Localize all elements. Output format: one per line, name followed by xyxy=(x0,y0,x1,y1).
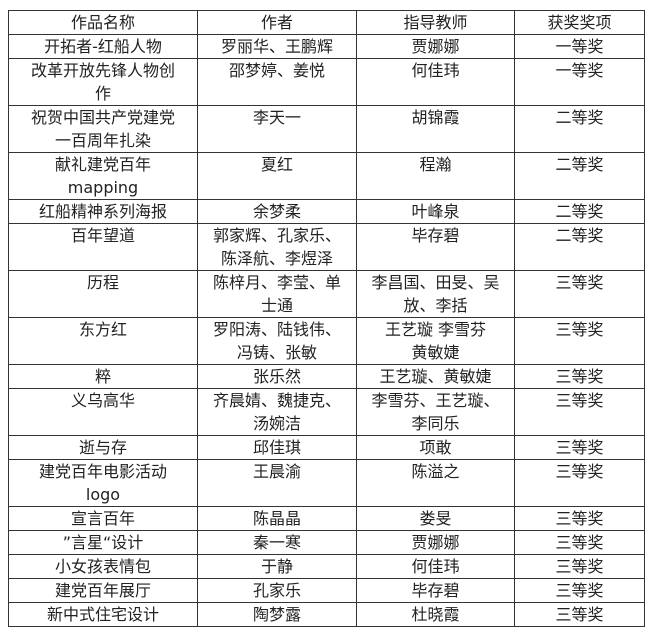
cell-award: 三等奖 xyxy=(514,364,645,389)
cell-authors: 罗阳涛、陆钱伟、 冯铸、张敏 xyxy=(197,317,357,365)
cell-title: 粹 xyxy=(8,364,198,389)
cell-award: 三等奖 xyxy=(514,554,645,579)
cell-authors: 余梦柔 xyxy=(197,199,357,224)
cell-authors: 孔家乐 xyxy=(197,578,357,603)
cell-title: 逝与存 xyxy=(8,435,198,460)
cell-award: 一等奖 xyxy=(514,58,645,106)
cell-teacher: 陈溢之 xyxy=(356,459,515,507)
header-row: 作品名称 作者 指导教师 获奖奖项 xyxy=(8,10,645,35)
cell-teacher: 叶峰泉 xyxy=(356,199,515,224)
table-row: 祝贺中国共产党建党 一百周年扎染 李天一 胡锦霞 二等奖 xyxy=(8,105,645,153)
table-row: 义乌高华 齐晨婧、魏捷克、 汤婉洁 李雪芬、王艺璇、 李同乐 三等奖 xyxy=(8,388,645,436)
table-row: 新中式住宅设计 陶梦露 杜晓霞 三等奖 xyxy=(8,602,645,627)
cell-authors: 郭家辉、孔家乐、 陈泽航、李煜泽 xyxy=(197,223,357,271)
cell-award: 三等奖 xyxy=(514,459,645,507)
table-row: 历程 陈梓月、李莹、单 士通 李昌国、田旻、吴 放、李括 三等奖 xyxy=(8,270,645,318)
cell-award: 三等奖 xyxy=(514,578,645,603)
header-award: 获奖奖项 xyxy=(514,10,645,35)
cell-title: 献礼建党百年 mapping xyxy=(8,152,198,200)
cell-authors: 李天一 xyxy=(197,105,357,153)
cell-title: 祝贺中国共产党建党 一百周年扎染 xyxy=(8,105,198,153)
cell-award: 二等奖 xyxy=(514,152,645,200)
header-authors: 作者 xyxy=(197,10,357,35)
table-row: 小女孩表情包 于静 何佳玮 三等奖 xyxy=(8,554,645,579)
cell-teacher: 胡锦霞 xyxy=(356,105,515,153)
cell-authors: 于静 xyxy=(197,554,357,579)
cell-title: 义乌高华 xyxy=(8,388,198,436)
cell-teacher: 程瀚 xyxy=(356,152,515,200)
cell-authors: 王晨渝 xyxy=(197,459,357,507)
table-row: 宣言百年 陈晶晶 娄旻 三等奖 xyxy=(8,506,645,531)
table-row: ”言星“设计 秦一寒 贾娜娜 三等奖 xyxy=(8,530,645,555)
cell-award: 一等奖 xyxy=(514,34,645,59)
cell-award: 三等奖 xyxy=(514,435,645,460)
cell-title: 建党百年展厅 xyxy=(8,578,198,603)
cell-teacher: 何佳玮 xyxy=(356,554,515,579)
cell-award: 三等奖 xyxy=(514,270,645,318)
cell-teacher: 李昌国、田旻、吴 放、李括 xyxy=(356,270,515,318)
cell-authors: 邵梦婷、姜悦 xyxy=(197,58,357,106)
cell-authors: 罗丽华、王鹏辉 xyxy=(197,34,357,59)
table-row: 开拓者-红船人物 罗丽华、王鹏辉 贾娜娜 一等奖 xyxy=(8,34,645,59)
header-teacher: 指导教师 xyxy=(356,10,515,35)
cell-authors: 齐晨婧、魏捷克、 汤婉洁 xyxy=(197,388,357,436)
cell-title: ”言星“设计 xyxy=(8,530,198,555)
cell-title: 百年望道 xyxy=(8,223,198,271)
table-row: 建党百年电影活动 logo 王晨渝 陈溢之 三等奖 xyxy=(8,459,645,507)
cell-authors: 陶梦露 xyxy=(197,602,357,627)
cell-authors: 秦一寒 xyxy=(197,530,357,555)
cell-title: 红船精神系列海报 xyxy=(8,199,198,224)
table-row: 百年望道 郭家辉、孔家乐、 陈泽航、李煜泽 毕存碧 二等奖 xyxy=(8,223,645,271)
table-row: 粹张乐然 王艺璇、黄敏婕 三等奖 xyxy=(8,364,645,389)
cell-award: 三等奖 xyxy=(514,602,645,627)
cell-authors: 邱佳琪 xyxy=(197,435,357,460)
cell-award: 三等奖 xyxy=(514,530,645,555)
awards-table: 作品名称 作者 指导教师 获奖奖项 开拓者-红船人物 罗丽华、王鹏辉 贾娜娜 一等奖改… xyxy=(8,10,645,627)
header-title: 作品名称 xyxy=(8,10,198,35)
cell-award: 二等奖 xyxy=(514,199,645,224)
cell-title: 改革开放先锋人物创 作 xyxy=(8,58,198,106)
cell-title: 新中式住宅设计 xyxy=(8,602,198,627)
cell-teacher: 项敢 xyxy=(356,435,515,460)
table-row: 改革开放先锋人物创 作邵梦婷、姜悦 何佳玮 一等奖 xyxy=(8,58,645,106)
cell-teacher: 毕存碧 xyxy=(356,578,515,603)
table-row: 红船精神系列海报 余梦柔 叶峰泉 二等奖 xyxy=(8,199,645,224)
cell-authors: 张乐然 xyxy=(197,364,357,389)
cell-teacher: 何佳玮 xyxy=(356,58,515,106)
cell-award: 二等奖 xyxy=(514,223,645,271)
cell-title: 宣言百年 xyxy=(8,506,198,531)
cell-title: 开拓者-红船人物 xyxy=(8,34,198,59)
cell-teacher: 王艺璇、黄敏婕 xyxy=(356,364,515,389)
table-row: 建党百年展厅 孔家乐 毕存碧 三等奖 xyxy=(8,578,645,603)
cell-title: 东方红 xyxy=(8,317,198,365)
cell-teacher: 贾娜娜 xyxy=(356,530,515,555)
table-row: 逝与存 邱佳琪 项敢 三等奖 xyxy=(8,435,645,460)
table-row: 东方红 罗阳涛、陆钱伟、 冯铸、张敏 王艺璇 李雪芬 黄敏婕 三等奖 xyxy=(8,317,645,365)
cell-authors: 陈梓月、李莹、单 士通 xyxy=(197,270,357,318)
cell-teacher: 毕存碧 xyxy=(356,223,515,271)
cell-award: 三等奖 xyxy=(514,388,645,436)
cell-authors: 夏红 xyxy=(197,152,357,200)
cell-award: 三等奖 xyxy=(514,506,645,531)
cell-award: 三等奖 xyxy=(514,317,645,365)
cell-authors: 陈晶晶 xyxy=(197,506,357,531)
cell-title: 历程 xyxy=(8,270,198,318)
cell-title: 小女孩表情包 xyxy=(8,554,198,579)
cell-teacher: 李雪芬、王艺璇、 李同乐 xyxy=(356,388,515,436)
cell-teacher: 娄旻 xyxy=(356,506,515,531)
cell-title: 建党百年电影活动 logo xyxy=(8,459,198,507)
cell-teacher: 贾娜娜 xyxy=(356,34,515,59)
table-row: 献礼建党百年 mapping 夏红 程瀚 二等奖 xyxy=(8,152,645,200)
cell-teacher: 王艺璇 李雪芬 黄敏婕 xyxy=(356,317,515,365)
cell-teacher: 杜晓霞 xyxy=(356,602,515,627)
cell-award: 二等奖 xyxy=(514,105,645,153)
